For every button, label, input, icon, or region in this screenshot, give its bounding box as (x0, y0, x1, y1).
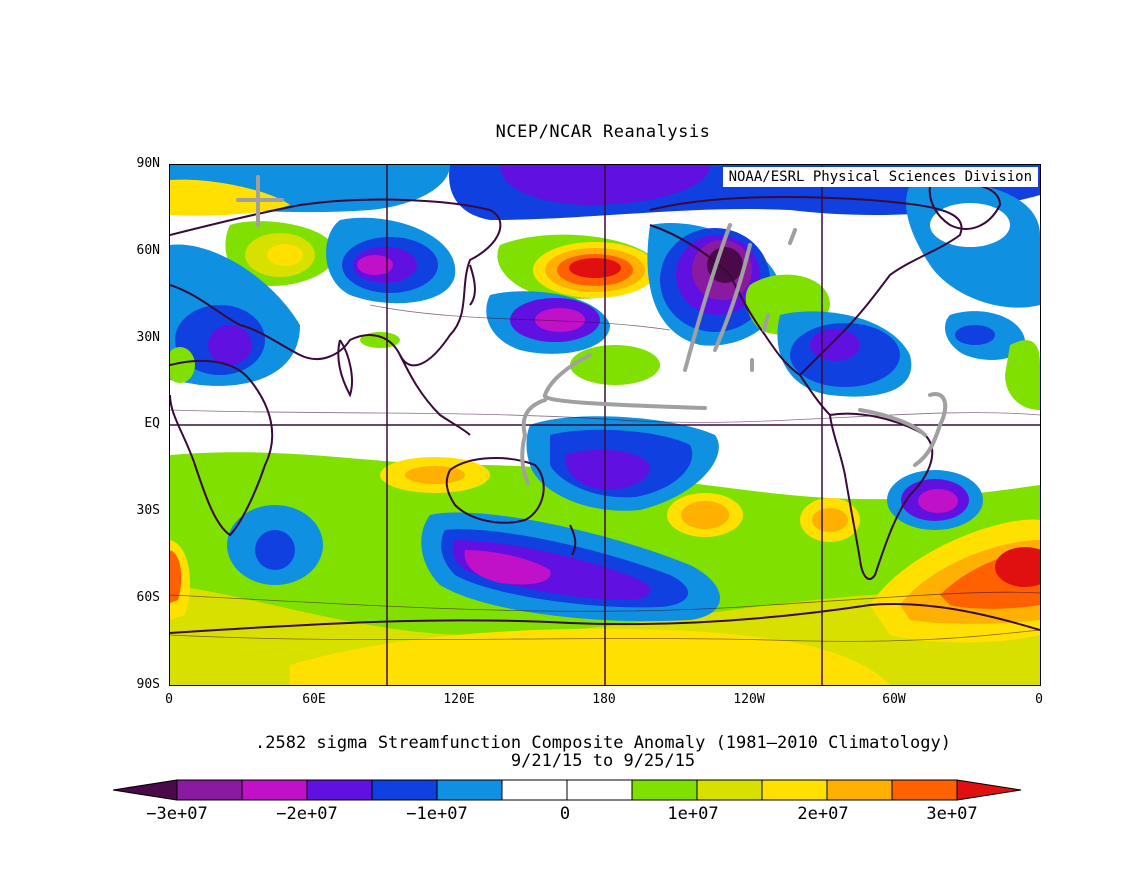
x-tick-0: 0 (165, 692, 173, 707)
colorbar-box (696, 779, 763, 801)
colorbar-label-pos2: 2e+07 (797, 804, 849, 824)
colorbar-label-neg3: −3e+07 (146, 804, 208, 824)
map-panel: NOAA/ESRL Physical Sciences Division (169, 164, 1041, 686)
colorbar-box (501, 779, 568, 801)
x-tick-120e: 120E (443, 692, 475, 707)
colorbar-box (371, 779, 438, 801)
colorbar-box (176, 779, 243, 801)
y-tick-30s: 30S (136, 503, 160, 518)
y-tick-90n: 90N (136, 156, 160, 171)
colorbar-box (436, 779, 503, 801)
x-tick-60e: 60E (302, 692, 326, 707)
gray-annotations (236, 175, 948, 485)
y-tick-eq: EQ (144, 416, 160, 431)
caption-dates: 9/21/15 to 9/25/15 (510, 751, 696, 771)
colorbar-label-neg1: −1e+07 (406, 804, 468, 824)
x-tick-0-right: 0 (1035, 692, 1043, 707)
colorbar-box (306, 779, 373, 801)
colorbar-label-neg2: −2e+07 (276, 804, 338, 824)
colorbar-label-zero: 0 (559, 804, 571, 824)
colorbar-box (241, 779, 308, 801)
x-tick-120w: 120W (733, 692, 765, 707)
x-tick-180: 180 (592, 692, 616, 707)
antarctic-yellow (290, 628, 890, 685)
colorbar-box (761, 779, 828, 801)
x-tick-60w: 60W (882, 692, 906, 707)
colorbar (113, 779, 1022, 801)
colorbar-arrow-high (956, 779, 1022, 801)
y-tick-30n: 30N (136, 330, 160, 345)
colorbar-box (566, 779, 633, 801)
map-contours (170, 165, 1040, 685)
y-tick-90s: 90S (136, 677, 160, 692)
credit-label: NOAA/ESRL Physical Sciences Division (722, 167, 1038, 187)
colorbar-box (891, 779, 958, 801)
colorbar-box (631, 779, 698, 801)
y-tick-60s: 60S (136, 590, 160, 605)
caption-variable: .2582 sigma Streamfunction Composite Ano… (255, 733, 951, 753)
chart-title: NCEP/NCAR Reanalysis (495, 122, 711, 142)
colorbar-box (826, 779, 893, 801)
colorbar-label-pos3: 3e+07 (926, 804, 978, 824)
y-tick-60n: 60N (136, 243, 160, 258)
colorbar-arrow-low (113, 779, 178, 801)
grid-lines (170, 165, 1040, 685)
colorbar-label-pos1: 1e+07 (667, 804, 719, 824)
